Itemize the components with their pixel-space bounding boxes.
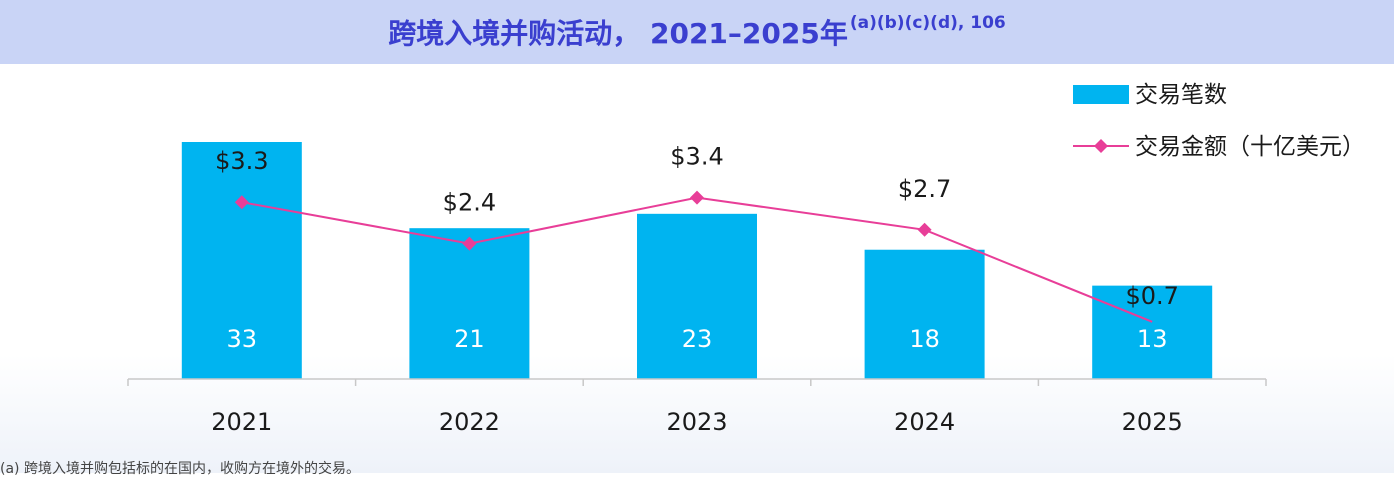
footnote: (a) 跨境入境并购包括标的在国内，收购方在境外的交易。: [0, 461, 360, 477]
amount-value-label-2021: $3.3: [215, 147, 268, 175]
amount-marker-2021: [234, 195, 249, 210]
legend-bar-swatch: [1073, 85, 1129, 104]
bar-value-label-2025: 13: [1137, 325, 1168, 353]
amount-marker-2022: [462, 236, 477, 251]
bar-2025: [1092, 285, 1213, 379]
amount-marker-2023: [690, 190, 704, 205]
legend-bar-label: 交易笔数: [1135, 82, 1227, 108]
x-tick-label-2021: 2021: [211, 408, 272, 436]
bar-value-label-2022: 21: [454, 325, 485, 353]
bar-2022: [409, 228, 530, 379]
chart-title: 跨境入境并购活动， 2021–2025年: [388, 17, 848, 50]
x-tick-label-2022: 2022: [439, 408, 500, 436]
chart-area: 33 21 23 18 13 $3.3 $2.4 $3.4 $2.7 $0.7 2021 2022 20…: [127, 82, 1365, 436]
bar-value-label-2023: 23: [682, 325, 713, 353]
legend-line-marker: [1094, 139, 1108, 153]
bar-2023: [637, 213, 757, 379]
bar-value-label-2021: 33: [227, 325, 258, 353]
amount-value-label-2024: $2.7: [898, 175, 951, 203]
x-tick-label-2024: 2024: [894, 408, 955, 436]
x-tick-label-2025: 2025: [1122, 408, 1183, 436]
amount-value-label-2023: $3.4: [670, 143, 723, 171]
amount-value-label-2022: $2.4: [443, 189, 496, 217]
bar-2021: [181, 142, 302, 379]
x-tick-label-2023: 2023: [666, 408, 727, 436]
chart-title-superscript: (a)(b)(c)(d), 106: [849, 13, 1006, 33]
legend-line-label: 交易金额（十亿美元）: [1135, 134, 1365, 160]
amount-value-label-2025: $0.7: [1125, 282, 1178, 310]
amount-marker-2024: [917, 222, 932, 237]
chart-title-bar: 跨境入境并购活动， 2021–2025年 (a)(b)(c)(d), 106: [0, 0, 1394, 64]
bar-2024: [864, 249, 985, 379]
bar-value-label-2024: 18: [909, 325, 940, 353]
